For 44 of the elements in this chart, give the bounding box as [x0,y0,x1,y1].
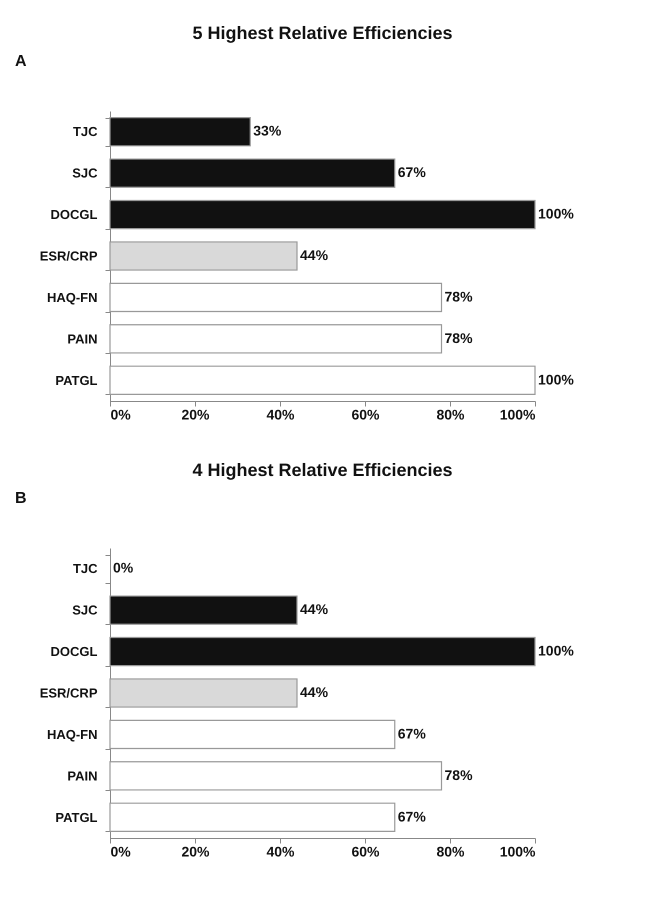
x-tick-label: 100% [500,406,536,422]
data-label: 44% [300,601,329,618]
y-tick-label: DOCGL [50,207,98,222]
y-tick-label: PAIN [67,331,98,346]
chart-title: 4 Highest Relative Efficiencies [192,460,453,480]
text: B [15,490,27,507]
y-tick-label: ESR/CRP [40,248,98,264]
y-tick-label: PAIN [67,768,98,784]
chart-title: 5 Highest Relative Efficiencies [192,23,453,43]
y-tick-label: SJC [72,166,98,181]
y-tick-label: DOCGL [50,644,98,660]
data-label: 78% [444,288,474,304]
data-label: 0% [113,560,134,576]
y-tick-label: PATGL [55,810,98,825]
x-tick-label: 60% [351,844,380,860]
x-tick-label: 60% [351,406,380,422]
data-label: 100% [538,206,574,222]
data-label: 44% [300,247,329,263]
x-tick-label: 100% [500,844,536,860]
text: A [15,53,27,70]
data-label: 44% [300,684,329,700]
x-tick-label: 0% [110,844,132,860]
data-label: 78% [444,766,474,783]
x-tick-label: 20% [181,406,210,422]
y-tick-label: SJC [72,602,98,618]
y-tick-label: PATGL [55,372,98,388]
x-tick-label: 40% [266,844,296,860]
y-tick-label: HAQ-FN [46,726,98,742]
data-label: 67% [398,164,426,180]
y-tick-label: TJC [72,124,98,140]
y-tick-label: HAQ-FN [46,290,98,305]
data-label: 67% [398,725,426,742]
x-tick-label: 80% [436,844,466,860]
data-label: 33% [253,122,282,139]
x-tick-label: 20% [181,844,210,860]
data-label: 78% [444,330,474,346]
y-tick-label: ESR/CRP [40,686,98,700]
x-tick-label: 80% [436,406,466,422]
y-tick-label: TJC [72,561,98,576]
data-label: 100% [538,371,574,388]
x-tick-label: 0% [110,406,132,422]
data-label: 67% [398,808,426,824]
x-tick-label: 40% [266,406,296,422]
data-label: 100% [538,642,574,659]
